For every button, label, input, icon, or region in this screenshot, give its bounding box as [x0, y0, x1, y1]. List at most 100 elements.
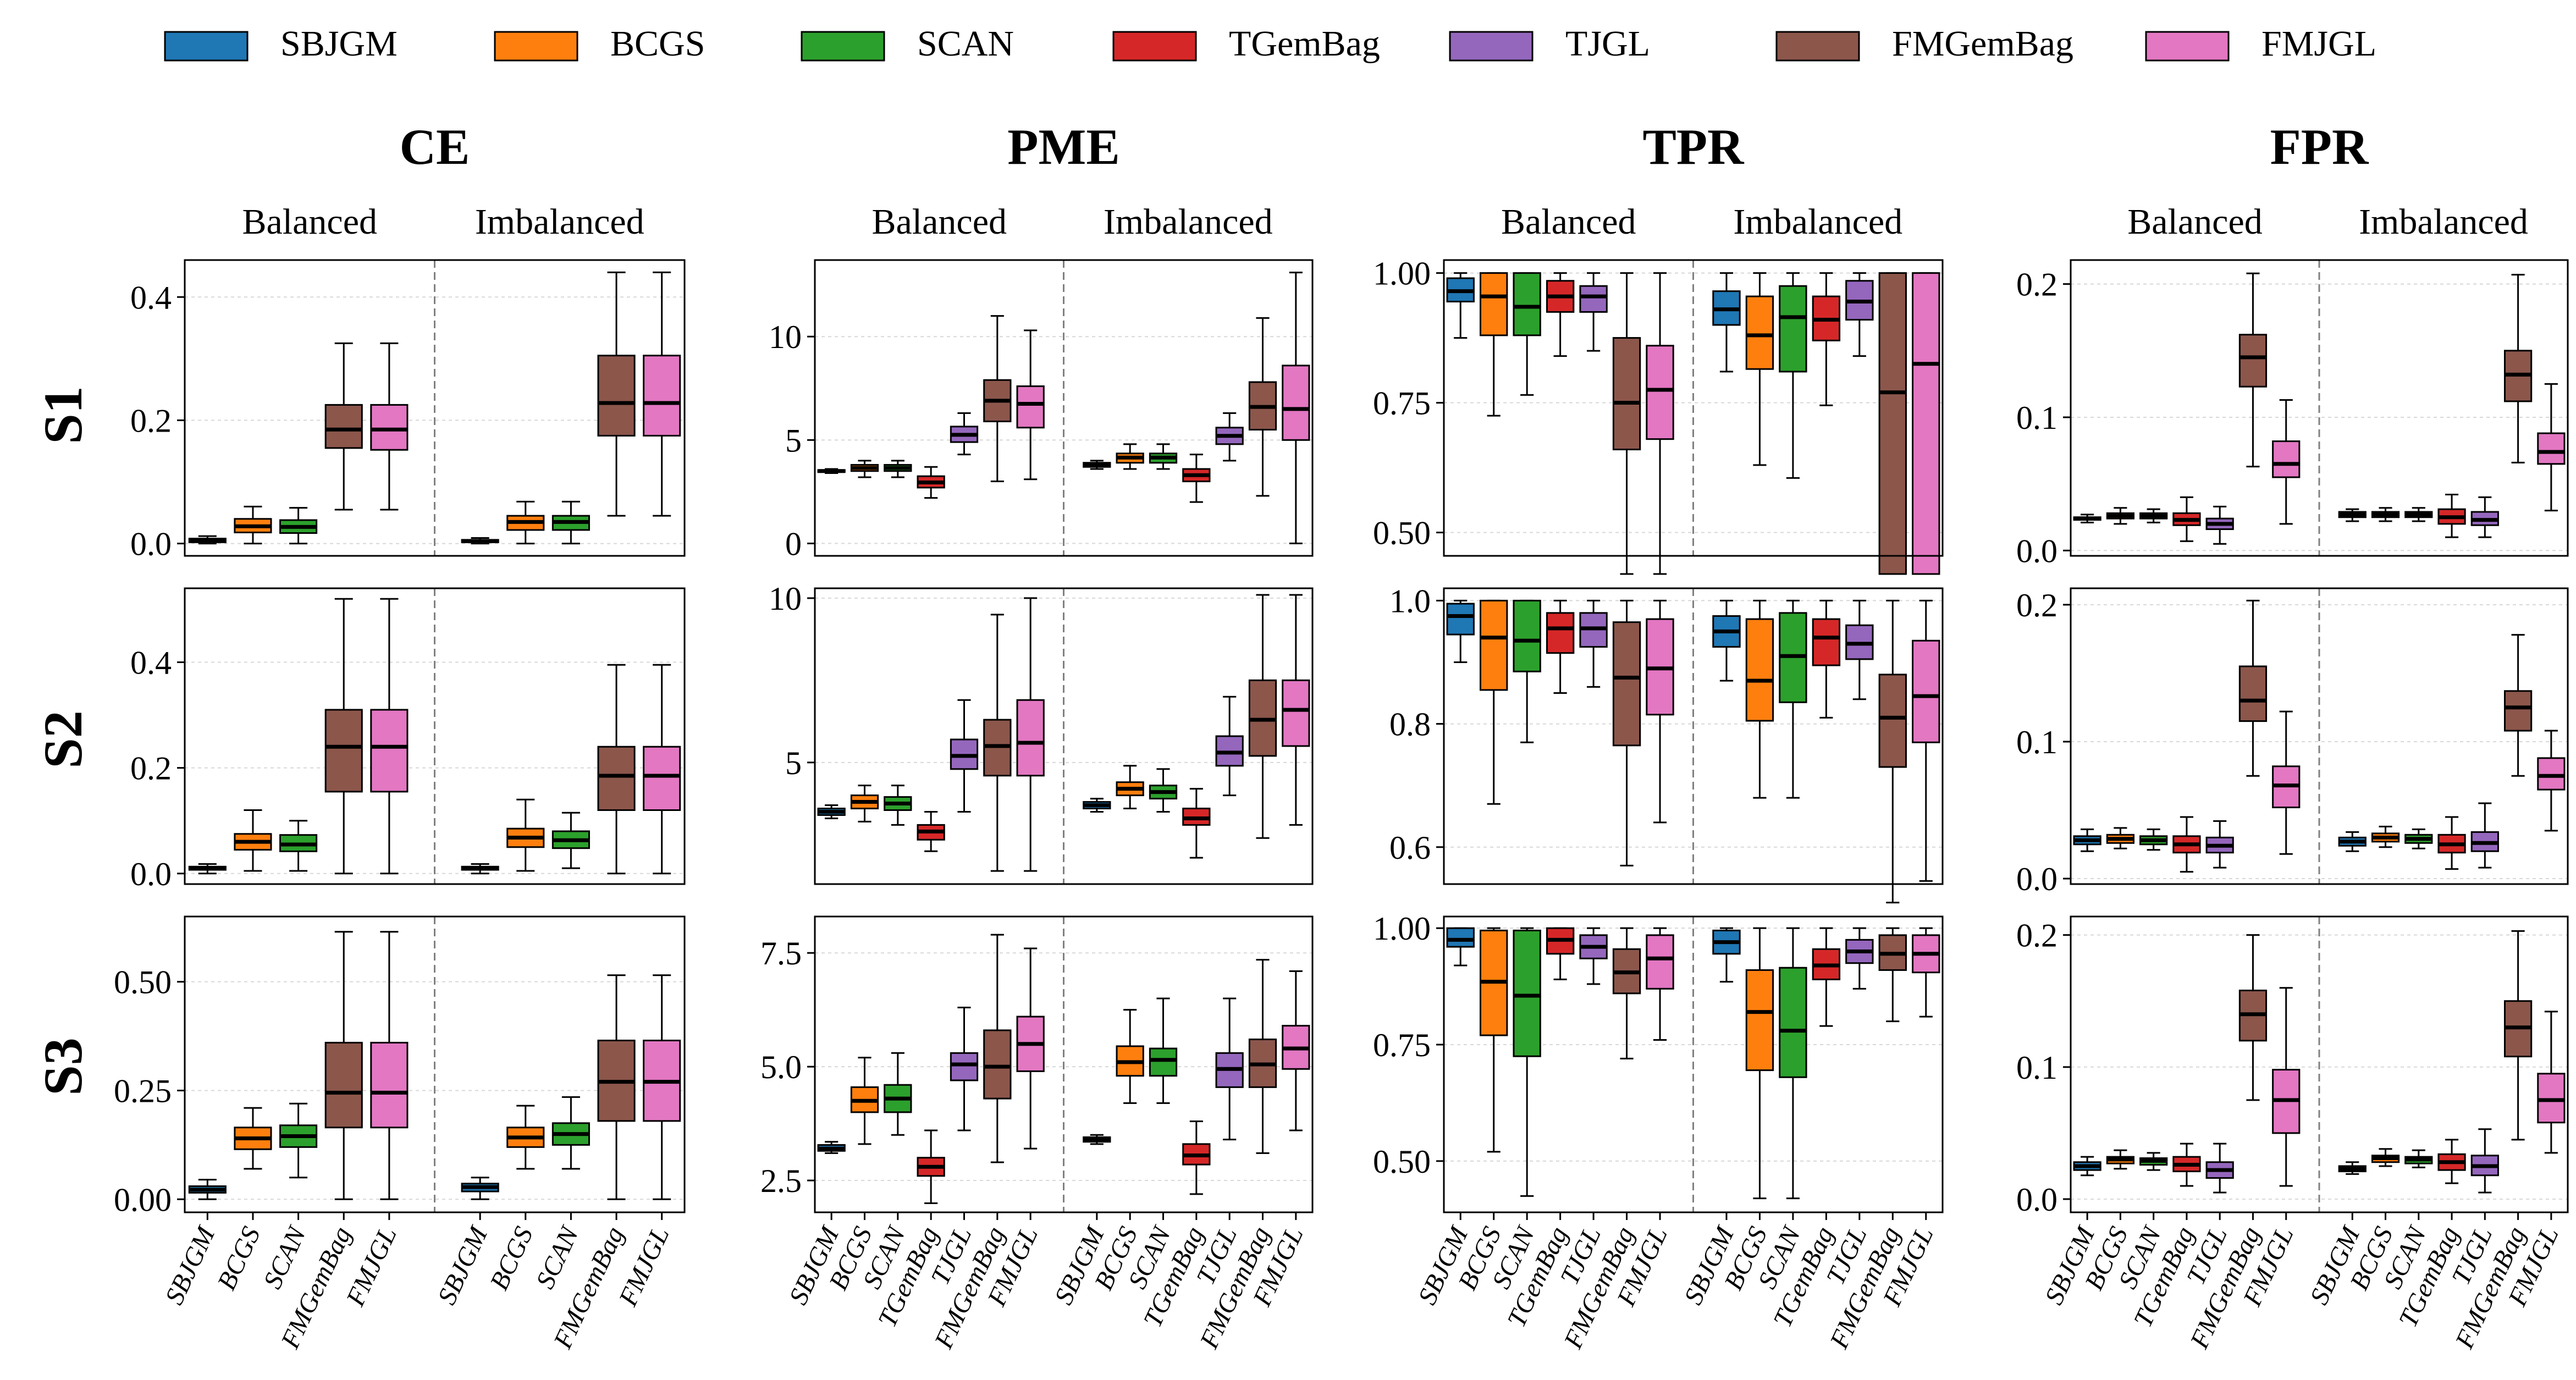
group-label-imbalanced: Imbalanced	[1733, 202, 1902, 242]
box-sbjgm-balanced	[188, 863, 227, 875]
box-tgembag-imbalanced	[2437, 1139, 2466, 1184]
box-sbjgm-imbalanced	[1083, 460, 1111, 470]
iqr-box	[1779, 285, 1807, 373]
col-title-tpr: TPR	[1643, 119, 1745, 175]
panel-fpr-s3: 0.00.10.2SBJGMBCGSSCANTGemBagTJGLFMGemBa…	[2016, 915, 2569, 1354]
box-tjgl-balanced	[1579, 927, 1608, 985]
box-tgembag-balanced	[917, 466, 945, 499]
legend-swatch-tgembag	[1112, 31, 1197, 62]
box-bcgs-imbalanced	[2371, 825, 2400, 848]
box-fmjgl-imbalanced	[1912, 272, 1940, 575]
box-tjgl-balanced	[1579, 272, 1608, 352]
box-scan-balanced	[2139, 828, 2168, 851]
legend-swatch-scan	[801, 31, 885, 62]
box-fmjgl-imbalanced	[2537, 1011, 2566, 1154]
box-sbjgm-balanced	[817, 1141, 846, 1154]
box-bcgs-imbalanced	[506, 500, 545, 545]
panel-ce-s2: 0.0 0.2 0.4	[130, 587, 686, 892]
box-scan-balanced	[884, 460, 912, 478]
legend-entry-tjgl: TJGL	[1449, 24, 1650, 64]
box-fmgembag-imbalanced	[2503, 930, 2533, 1141]
box-scan-imbalanced	[1779, 599, 1807, 799]
box-fmjgl-imbalanced	[1912, 927, 1940, 1018]
iqr-box	[2537, 757, 2566, 791]
iqr-box	[2238, 665, 2268, 722]
x-tick-label-sbjgm: SBJGM	[159, 1221, 221, 1309]
box-tjgl-imbalanced	[2470, 802, 2499, 869]
iqr-box	[1546, 612, 1575, 654]
box-scan-imbalanced	[1149, 997, 1178, 1104]
legend-label-fmgembag: FMGemBag	[1892, 24, 2073, 64]
iqr-box	[1480, 599, 1508, 691]
box-fmjgl-imbalanced	[643, 271, 681, 517]
panel-fpr-s2: 0.0 0.1 0.2	[2016, 587, 2569, 897]
box-scan-imbalanced	[2404, 828, 2433, 849]
iqr-box	[1446, 927, 1475, 948]
box-scan-imbalanced	[1149, 443, 1178, 470]
legend-entry-bcgs: BCGS	[494, 24, 705, 64]
box-bcgs-imbalanced	[2371, 507, 2400, 522]
box-sbjgm-imbalanced	[2338, 831, 2367, 852]
box-scan-balanced	[1513, 599, 1541, 743]
box-bcgs-balanced	[2106, 827, 2135, 849]
box-bcgs-balanced	[1480, 599, 1508, 805]
box-sbjgm-imbalanced	[1712, 599, 1741, 682]
box-sbjgm-balanced	[1446, 272, 1475, 339]
y-tick-label: 0.2	[130, 402, 172, 439]
box-tgembag-balanced	[917, 1129, 945, 1204]
box-tjgl-balanced	[1579, 599, 1608, 688]
col-title-ce: CE	[400, 119, 470, 175]
box-fmjgl-imbalanced	[1912, 599, 1940, 882]
box-fmgembag-balanced	[1612, 272, 1641, 575]
legend-entry-fmgembag: FMGemBag	[1775, 24, 2073, 64]
y-tick-label: 0.1	[2016, 400, 2058, 436]
box-sbjgm-imbalanced	[461, 537, 499, 545]
box-tjgl-imbalanced	[2470, 496, 2499, 538]
panel-tpr-s1: 0.50 0.75 1.00	[1373, 256, 1944, 575]
box-fmgembag-imbalanced	[597, 974, 636, 1200]
box-sbjgm-balanced	[2073, 828, 2101, 852]
box-fmgembag-imbalanced	[597, 271, 636, 517]
iqr-box	[324, 1041, 363, 1129]
box-fmjgl-balanced	[1016, 597, 1045, 872]
iqr-box	[1513, 272, 1541, 336]
box-fmgembag-imbalanced	[597, 664, 636, 875]
legend-label-fmjgl: FMJGL	[2261, 24, 2376, 64]
panel-pme-s1: 0 5 10	[769, 259, 1314, 562]
box-tgembag-imbalanced	[1812, 272, 1841, 406]
legend-entry-fmjgl: FMJGL	[2145, 24, 2376, 64]
box-tgembag-balanced	[917, 810, 945, 852]
iqr-box	[1579, 285, 1608, 313]
iqr-box	[2272, 440, 2301, 478]
iqr-box	[597, 746, 636, 811]
y-tick-label: 0.2	[2016, 918, 2058, 954]
box-fmjgl-imbalanced	[1282, 272, 1310, 544]
iqr-box	[2238, 334, 2268, 388]
box-bcgs-imbalanced	[1116, 1009, 1144, 1104]
box-fmgembag-balanced	[2238, 934, 2268, 1101]
group-label-imbalanced: Imbalanced	[1104, 202, 1273, 242]
y-tick-label: 0.75	[1373, 1027, 1431, 1063]
box-sbjgm-balanced	[2073, 1156, 2101, 1177]
y-tick-label: 1.00	[1373, 256, 1431, 292]
box-fmgembag-imbalanced	[1248, 959, 1277, 1154]
y-tick-label: 0.1	[2016, 724, 2058, 760]
box-tjgl-imbalanced	[1215, 695, 1244, 797]
box-scan-imbalanced	[551, 812, 590, 869]
iqr-box	[1745, 618, 1774, 722]
box-scan-balanced	[2139, 508, 2168, 523]
legend-label-sbjgm: SBJGM	[280, 24, 398, 64]
box-fmgembag-balanced	[983, 934, 1012, 1163]
box-sbjgm-imbalanced	[1712, 927, 1741, 983]
box-tgembag-balanced	[1546, 272, 1575, 357]
iqr-box	[1282, 365, 1310, 441]
iqr-box	[1646, 934, 1674, 990]
group-label-balanced: Balanced	[871, 202, 1007, 242]
box-tgembag-balanced	[2172, 816, 2201, 873]
legend-swatch-fmjgl	[2145, 31, 2230, 62]
panel-frame	[2070, 915, 2569, 1213]
box-scan-balanced	[279, 507, 318, 545]
box-fmjgl-imbalanced	[2537, 730, 2566, 832]
box-fmjgl-imbalanced	[643, 974, 681, 1200]
box-scan-imbalanced	[1779, 272, 1807, 479]
